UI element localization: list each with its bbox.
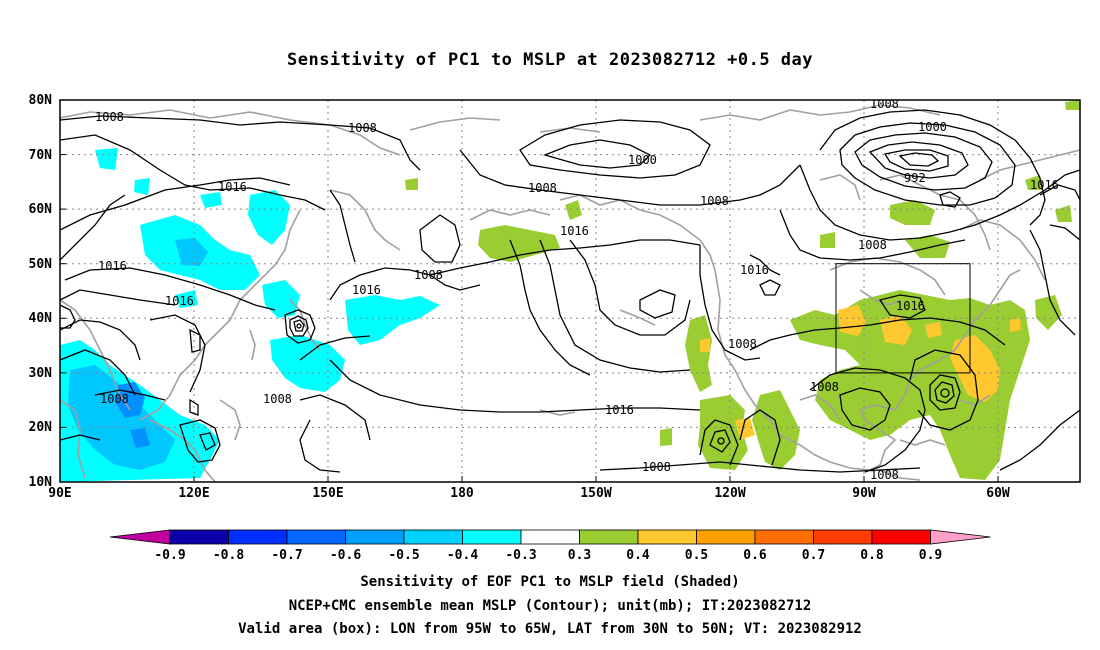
caption-line-1: Sensitivity of EOF PC1 to MSLP field (Sh…	[360, 574, 740, 590]
contour-label: 1008	[100, 392, 129, 406]
colorbar-tick-label: 0.3	[568, 548, 591, 563]
lat-label: 10N	[29, 475, 53, 490]
caption-line-3: Valid area (box): LON from 95W to 65W, L…	[238, 621, 862, 637]
lon-label: 120E	[178, 486, 209, 501]
colorbar-swatch	[813, 529, 873, 545]
colorbar-tick-label: 0.4	[626, 548, 650, 563]
contour-label: 1016	[1030, 178, 1059, 192]
map-frame	[59, 99, 1081, 483]
contour-label: 1008	[263, 392, 292, 406]
contour-label: 1008	[95, 110, 124, 124]
mslp-contours	[60, 109, 1080, 473]
lon-label: 180	[450, 486, 474, 501]
latitude-axis	[60, 99, 66, 483]
colorbar-right-arrow	[930, 529, 991, 545]
colorbar-tick-label: -0.4	[447, 548, 478, 563]
lon-label: 150W	[580, 486, 611, 501]
contour-labels: 1008 1008 1016 1016 1016 1008 1008 1016 …	[95, 97, 1059, 482]
lat-label: 40N	[29, 311, 53, 326]
contour-label: 1016	[740, 263, 769, 277]
colorbar-swatch	[462, 529, 522, 545]
contour-label: 1008	[348, 121, 377, 135]
colorbar-tick-label: -0.6	[330, 548, 361, 563]
contour-label: 992	[904, 171, 926, 185]
colorbar-tick-label: 0.9	[919, 548, 942, 563]
lat-label: 50N	[29, 257, 53, 272]
colorbar-tick-label: -0.7	[271, 548, 302, 563]
colorbar-swatch	[169, 529, 229, 545]
colorbar-tick-label: -0.5	[388, 548, 419, 563]
lat-label: 80N	[29, 93, 53, 108]
contour-label: 1016	[896, 299, 925, 313]
colorbar-left-arrow	[109, 529, 171, 545]
lat-label: 20N	[29, 420, 53, 435]
colorbar-tick-label: 0.6	[743, 548, 767, 563]
lon-label: 120W	[714, 486, 745, 501]
colorbar-tick-label: 0.5	[685, 548, 708, 563]
contour-label: 1016	[352, 283, 381, 297]
contour-label: 1008	[858, 238, 887, 252]
latitude-labels: 80N 70N 60N 50N 40N 30N 20N 10N	[29, 93, 53, 490]
contour-label: 1000	[628, 153, 657, 167]
longitude-axis	[59, 476, 999, 482]
contour-label: 1008	[528, 181, 557, 195]
lat-label: 30N	[29, 366, 53, 381]
colorbar-tick-label: -0.3	[505, 548, 536, 563]
lon-label: 90E	[48, 486, 71, 501]
colorbar-swatch	[579, 529, 639, 545]
colorbar-tick-label: 0.8	[860, 548, 884, 563]
contour-label: 1016	[165, 294, 194, 308]
lon-label: 150E	[312, 486, 343, 501]
contour-label: 1008	[870, 97, 899, 111]
contour-label: 1008	[728, 337, 757, 351]
caption-line-2: NCEP+CMC ensemble mean MSLP (Contour); u…	[288, 598, 812, 614]
contour-label: 1016	[218, 180, 247, 194]
contour-label: 1016	[605, 403, 634, 417]
contour-label: 1008	[642, 460, 671, 474]
colorbar-tick-label: -0.9	[154, 548, 185, 563]
contour-label: 1008	[810, 380, 839, 394]
lon-label: 90W	[852, 486, 876, 501]
lat-label: 60N	[29, 202, 53, 217]
colorbar: -0.9 -0.8 -0.7 -0.6 -0.5 -0.4 -0.3 0.3 0.4 0.5 0.6…	[109, 529, 991, 563]
colorbar-swatch	[637, 529, 697, 545]
colorbar-swatch	[345, 529, 405, 545]
colorbar-swatch	[871, 529, 931, 545]
lat-label: 70N	[29, 148, 53, 163]
contour-label: 1008	[870, 468, 899, 482]
contour-label: 1016	[560, 224, 589, 238]
chart-title: Sensitivity of PC1 to MSLP at 2023082712…	[286, 50, 813, 70]
contour-label: 1000	[918, 120, 947, 134]
colorbar-swatch	[286, 529, 346, 545]
colorbar-swatch	[754, 529, 814, 545]
map-frame-background	[60, 100, 1080, 482]
longitude-labels: 90E 120E 150E 180 150W 120W 90W 60W	[48, 486, 1010, 501]
contour-label: 1008	[414, 268, 443, 282]
colorbar-swatch	[403, 529, 463, 545]
colorbar-swatch	[228, 529, 288, 545]
contour-label: 1016	[98, 259, 127, 273]
colorbar-tick-label: -0.8	[213, 548, 244, 563]
lon-label: 60W	[986, 486, 1010, 501]
valid-area-box	[835, 263, 971, 374]
coastlines	[60, 104, 1080, 482]
colorbar-swatch	[696, 529, 756, 545]
colorbar-tick-label: 0.7	[802, 548, 825, 563]
contour-label: 1008	[700, 194, 729, 208]
colorbar-swatch	[520, 529, 580, 545]
